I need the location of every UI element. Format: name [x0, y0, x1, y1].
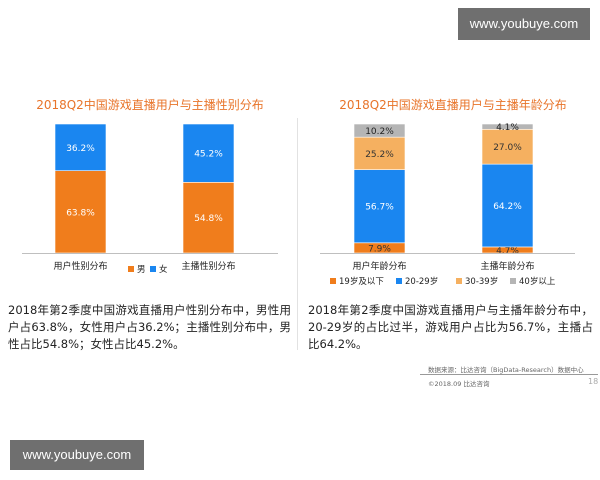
gender-chart-title: 2018Q2中国游戏直播用户与主播性别分布 — [36, 98, 264, 112]
gender-bar-1-0 — [182, 182, 235, 254]
age-bar-1-2 — [481, 128, 534, 165]
gender-value-label-0-1: 36.2% — [66, 144, 95, 154]
age-legend-swatch-1 — [396, 278, 402, 284]
gender-legend-swatch-0 — [128, 266, 134, 272]
age-value-label-1-2: 27.0% — [493, 143, 522, 153]
age-legend-swatch-3 — [510, 278, 516, 284]
age-category-label-1: 主播年龄分布 — [480, 260, 534, 272]
age-value-label-0-0: 7.9% — [368, 244, 391, 254]
gender-bar-0-1 — [54, 123, 107, 171]
gender-bar-0-0 — [54, 170, 107, 254]
age-value-label-1-0: 4.7% — [496, 246, 519, 256]
gender-bar-1-1 — [182, 123, 235, 183]
gender-legend-label-0: 男 — [137, 265, 146, 275]
age-bar-1-3 — [481, 123, 534, 130]
age-legend-label-2: 30-39岁 — [465, 276, 498, 287]
age-value-label-0-1: 56.7% — [365, 203, 394, 213]
gender-legend-swatch-1 — [150, 266, 156, 272]
age-value-label-1-1: 64.2% — [493, 202, 522, 212]
age-category-label-0: 用户年龄分布 — [352, 260, 406, 272]
age-bar-1-1 — [481, 163, 534, 248]
age-bar-0-3 — [353, 123, 406, 138]
page-number: 18 — [588, 377, 599, 386]
watermark-bottom: www.youbuye.com — [10, 440, 144, 470]
age-chart-title: 2018Q2中国游戏直播用户与主播年龄分布 — [339, 98, 567, 112]
age-bar-0-2 — [353, 136, 406, 170]
age-value-label-1-3: 4.1% — [496, 123, 519, 133]
age-legend-swatch-0 — [330, 278, 336, 284]
gender-value-label-1-1: 45.2% — [194, 150, 223, 160]
gender-value-label-1-0: 54.8% — [194, 214, 223, 224]
gender-category-label-1: 主播性别分布 — [181, 260, 235, 272]
footer-rule — [420, 374, 598, 375]
watermark-top: www.youbuye.com — [458, 8, 590, 40]
gender-category-label-0: 用户性别分布 — [53, 260, 107, 272]
source-note: 数据来源：比达咨询（BigData-Research）数据中心 — [428, 366, 584, 374]
age-value-label-0-3: 10.2% — [365, 127, 394, 137]
age-value-label-0-2: 25.2% — [365, 150, 394, 160]
age-legend-label-0: 19岁及以下 — [339, 276, 384, 287]
divider — [297, 118, 298, 350]
copyright-note: ©2018.09 比达咨询 — [428, 380, 490, 388]
age-bar-0-1 — [353, 169, 406, 244]
age-legend-swatch-2 — [456, 278, 462, 284]
gender-value-label-0-0: 63.8% — [66, 208, 95, 218]
age-description: 2018年第2季度中国游戏直播用户与主播年龄分布中，20-29岁的占比过半，游戏… — [308, 303, 593, 351]
age-legend-label-1: 20-29岁 — [405, 276, 438, 287]
age-legend-label-3: 40岁以上 — [519, 276, 556, 287]
gender-legend-label-1: 女 — [159, 264, 168, 275]
gender-description: 2018年第2季度中国游戏直播用户性别分布中，男性用户占63.8%，女性用户占3… — [8, 303, 291, 351]
